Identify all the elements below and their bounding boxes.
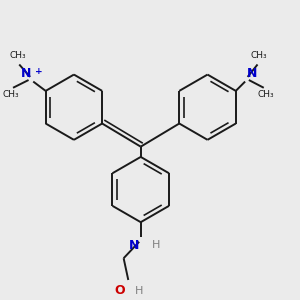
- Text: +: +: [35, 67, 42, 76]
- Text: CH₃: CH₃: [251, 51, 267, 60]
- Text: N: N: [21, 67, 32, 80]
- Text: CH₃: CH₃: [9, 51, 26, 60]
- Text: CH₃: CH₃: [258, 90, 274, 99]
- Text: H: H: [152, 240, 160, 250]
- Text: H: H: [135, 286, 143, 296]
- Text: N: N: [247, 67, 257, 80]
- Text: N: N: [129, 238, 139, 252]
- Text: O: O: [114, 284, 124, 297]
- Text: CH₃: CH₃: [2, 90, 19, 99]
